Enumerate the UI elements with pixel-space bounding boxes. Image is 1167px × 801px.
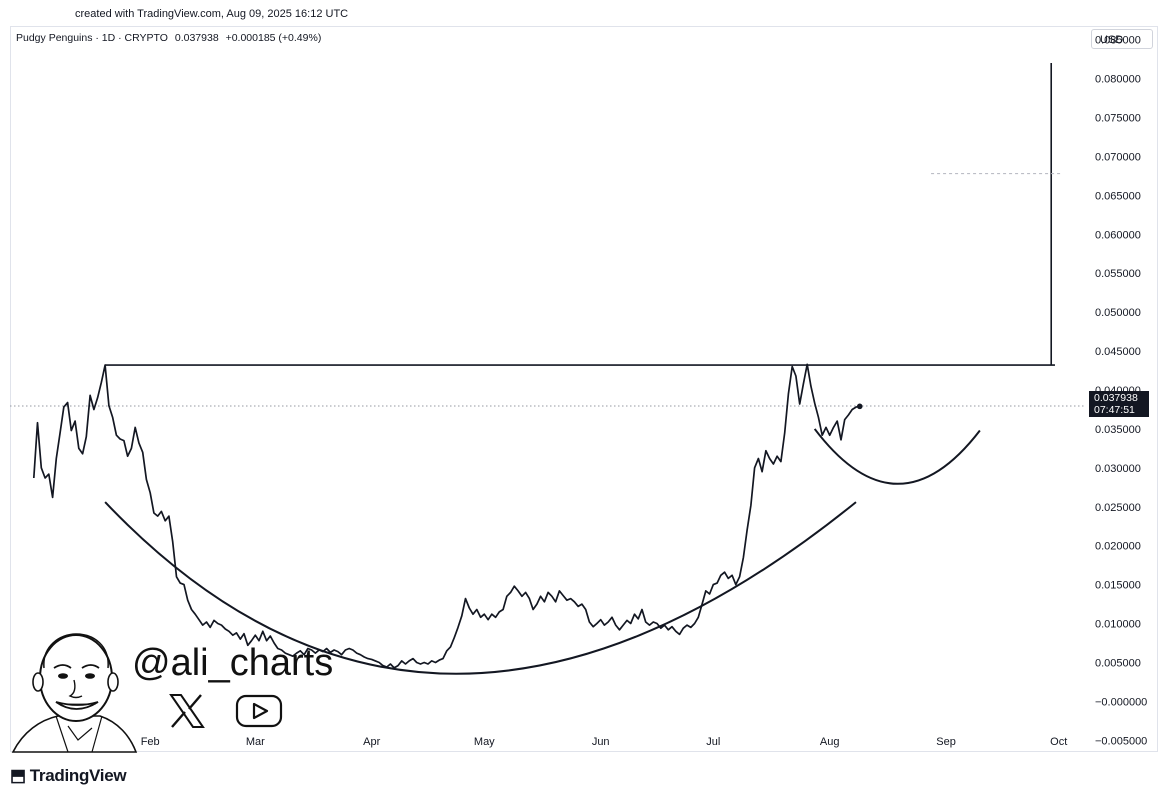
x-axis: 2025FebMarAprMayJunJulAugSepOct [22,736,1068,748]
x-tick-label: May [474,736,495,748]
y-tick-label: 0.020000 [1095,541,1141,553]
chart-frame [10,26,1158,752]
y-tick-label: 0.030000 [1095,463,1141,475]
bar-countdown: 07:47:51 [1094,404,1135,416]
y-tick-label: 0.005000 [1095,657,1141,669]
x-tick-label: Jun [592,736,610,748]
y-tick-label: 0.075000 [1095,113,1141,125]
handle-curve [813,428,981,485]
y-tick-label: 0.055000 [1095,268,1141,280]
x-tick-label: Oct [1050,736,1067,748]
y-tick-label: 0.015000 [1095,580,1141,592]
x-tick-label: Mar [246,736,265,748]
symbol-legend: Pudgy Penguins · 1D · CRYPTO 0.037938 +0… [16,32,325,44]
currency-selector[interactable]: USD [1091,29,1153,49]
author-handle: @ali_charts [132,642,334,684]
x-tick-label: Sep [936,736,956,748]
y-tick-label: 0.025000 [1095,502,1141,514]
symbol-price: 0.037938 [174,32,219,44]
symbol-name[interactable]: Pudgy Penguins · 1D · CRYPTO [16,32,168,44]
x-tick-label: Jul [706,736,720,748]
y-tick-label: 0.080000 [1095,74,1141,86]
y-tick-label: 0.060000 [1095,229,1141,241]
last-price-point [856,403,863,410]
y-tick-label: 0.045000 [1095,346,1141,358]
current-price-label: 0.037938 07:47:51 [1089,391,1149,417]
annotations [10,63,1085,675]
y-tick-label: 0.065000 [1095,190,1141,202]
created-with-text: created with TradingView.com, Aug 09, 20… [75,8,349,20]
x-logo-icon[interactable] [168,692,206,730]
price-line [32,363,860,669]
symbol-change: +0.000185 (+0.49%) [225,32,322,44]
x-tick-label: Aug [820,736,840,748]
y-tick-label: 0.050000 [1095,307,1141,319]
price-series [32,363,863,669]
y-tick-label: −0.005000 [1095,735,1147,747]
youtube-icon[interactable] [235,694,283,728]
x-tick-label: Feb [141,736,160,748]
cup-curve [104,501,857,675]
x-tick-label: Apr [363,736,380,748]
y-tick-label: 0.010000 [1095,619,1141,631]
y-tick-label: 0.035000 [1095,424,1141,436]
y-tick-label: 0.070000 [1095,151,1141,163]
author-avatar-icon [11,633,138,753]
tradingview-logo[interactable]: ⬒ TradingView [10,766,127,786]
y-tick-label: 0.085000 [1095,35,1141,47]
tradingview-wordmark: TradingView [29,766,127,785]
current-price-value: 0.037938 [1094,392,1138,404]
y-tick-label: −0.000000 [1095,696,1147,708]
tradingview-mark-icon: ⬒ [10,766,26,785]
